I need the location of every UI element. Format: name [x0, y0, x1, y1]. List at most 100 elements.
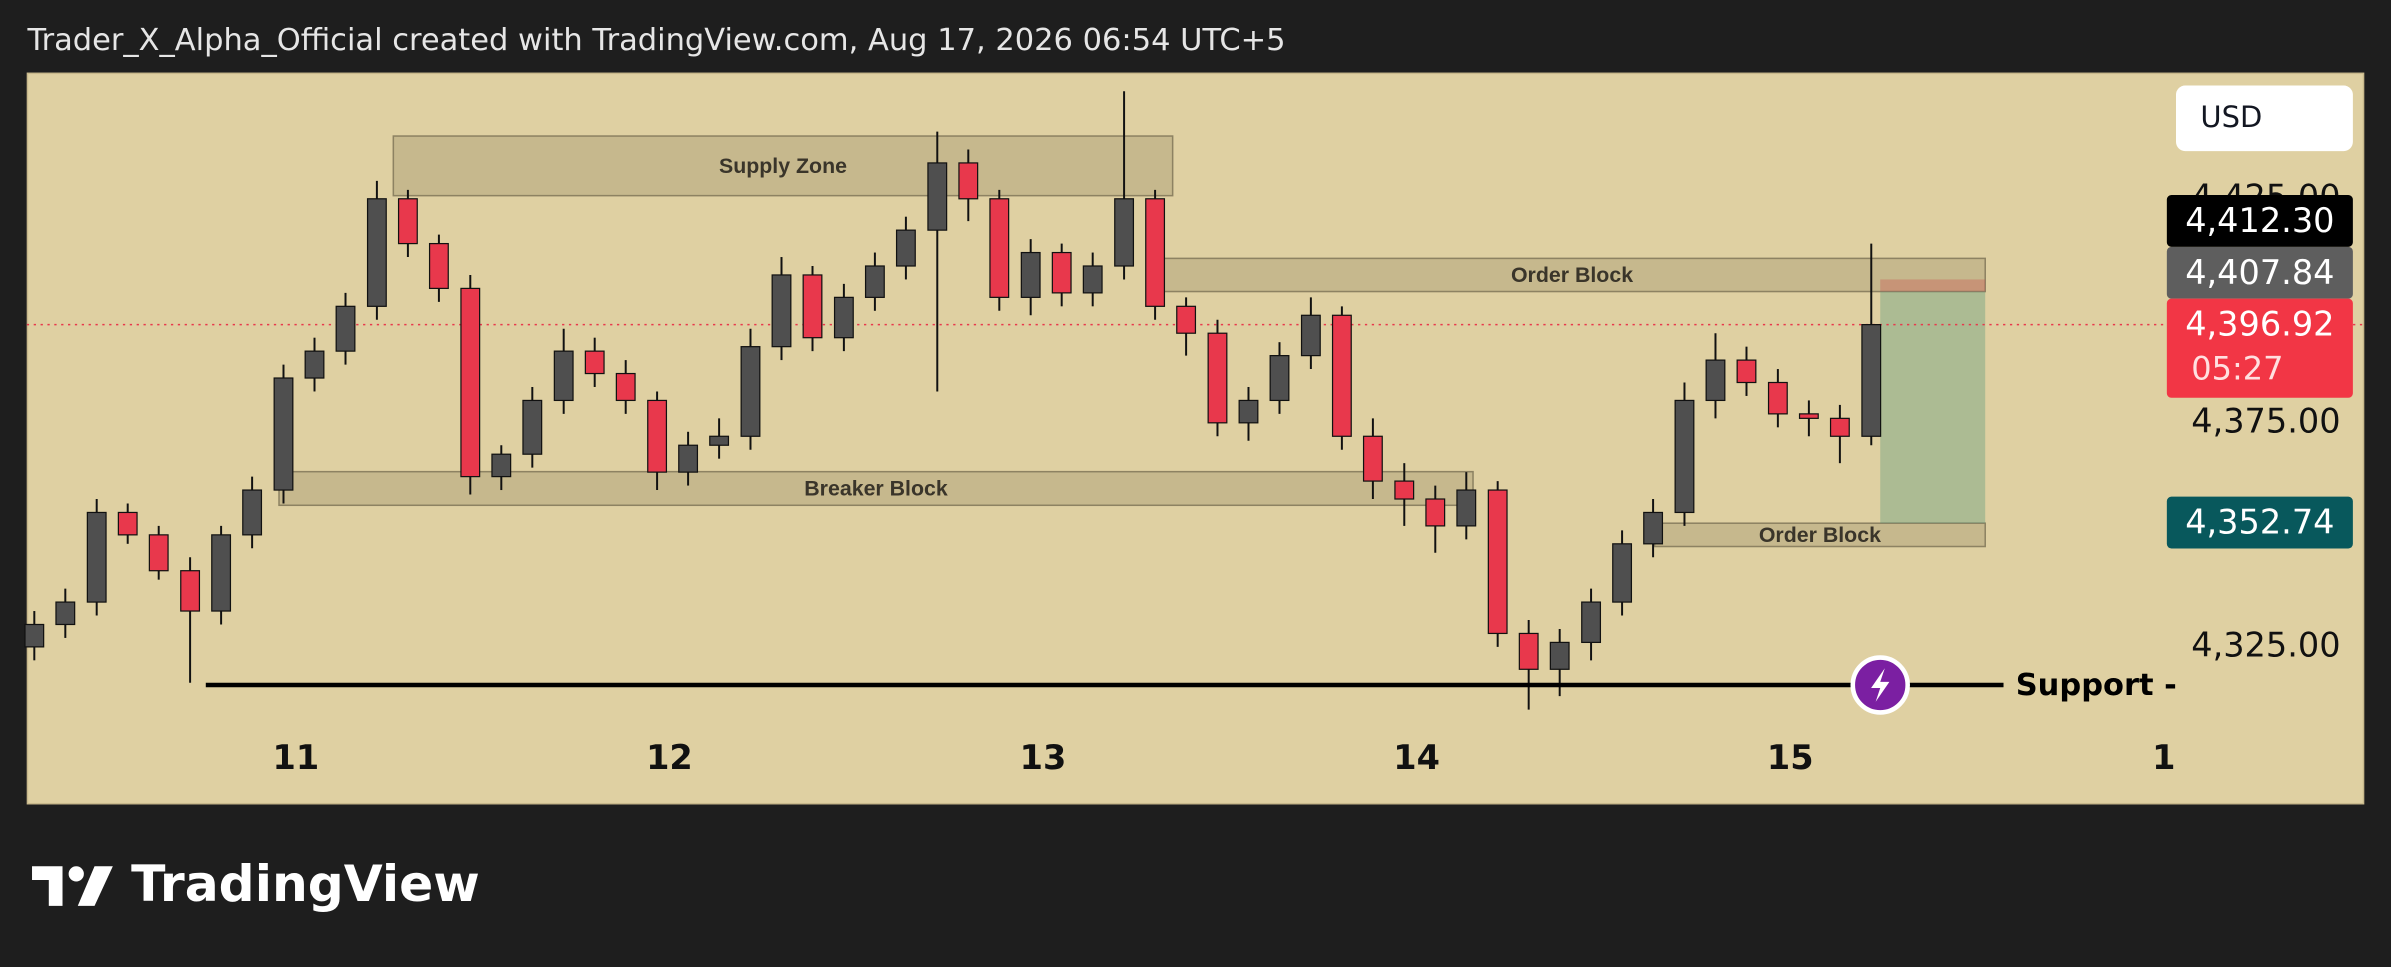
x-tick-label: 12 — [646, 738, 693, 777]
candle-body — [1549, 641, 1570, 670]
x-tick-label: 1 — [2152, 738, 2175, 777]
candle-body — [1300, 314, 1321, 357]
header-text: Trader_X_Alpha_Official created with Tra… — [26, 23, 1285, 58]
candle-body — [833, 296, 854, 339]
candle-body — [1425, 498, 1446, 527]
candle-body — [1394, 480, 1415, 500]
candle-body — [1767, 381, 1788, 415]
candle-body — [1643, 511, 1664, 545]
plot-layer: Supply Zone Order Block Breaker Block Order… — [24, 91, 2364, 777]
usd-button-bg[interactable] — [2175, 85, 2353, 152]
price-tag-label: 4,352.74 — [2185, 503, 2334, 542]
logo-dot — [68, 866, 84, 882]
zone-label: Order Block — [1759, 523, 1881, 547]
candle-body — [553, 350, 574, 402]
candle-body — [335, 305, 356, 352]
candle-body — [1736, 359, 1757, 384]
candle-body — [180, 570, 201, 612]
candle-body — [1674, 399, 1695, 514]
position-target — [1880, 291, 1986, 524]
candle-body — [1581, 601, 1602, 644]
candle-body — [584, 350, 605, 375]
price-tag — [2166, 246, 2353, 299]
candle-body — [1331, 314, 1352, 437]
price-tag — [2166, 298, 2353, 398]
candle-body — [366, 198, 387, 307]
candle-body — [1705, 359, 1726, 402]
candle-body — [1269, 355, 1290, 402]
y-tick-label: 4,325.00 — [2191, 625, 2340, 664]
candle-body — [709, 435, 730, 446]
candle-body — [1207, 332, 1228, 424]
candle-body — [1861, 323, 1882, 437]
candle-body — [1518, 632, 1539, 670]
candle-body — [1238, 399, 1259, 424]
candle-body — [148, 534, 169, 572]
candle-body — [304, 350, 325, 379]
price-tag-label: 4,407.84 — [2185, 253, 2334, 292]
price-tag — [2166, 496, 2353, 549]
zone-label: Breaker Block — [804, 477, 948, 501]
price-tag — [2166, 194, 2353, 247]
x-tick-label: 11 — [272, 738, 319, 777]
y-tick-label: 4,375.00 — [2191, 401, 2340, 440]
countdown: 05:27 — [2191, 349, 2283, 387]
candle-body — [242, 489, 263, 536]
zone-label: Order Block — [1511, 263, 1633, 287]
logo-t — [32, 866, 63, 906]
usd-button-label[interactable]: USD — [2200, 100, 2262, 134]
candle-body — [1487, 489, 1508, 635]
candle-body — [864, 265, 885, 298]
candle-body — [397, 198, 418, 245]
brand-logo: TradingView — [32, 854, 480, 913]
candle-body — [55, 601, 76, 626]
candle-body — [1362, 435, 1383, 482]
x-tick-label: 15 — [1767, 738, 1814, 777]
candle-body — [1829, 417, 1850, 437]
candle-body — [117, 511, 138, 536]
candle-body — [895, 229, 916, 267]
position-stop — [1880, 279, 1986, 292]
candle-body — [1051, 251, 1072, 294]
price-tag-label: 4,396.92 — [2185, 305, 2334, 344]
candle-body — [273, 377, 294, 491]
candle-body — [802, 274, 823, 339]
candle-body — [1114, 198, 1135, 267]
candle-body — [989, 198, 1010, 298]
candle-body — [522, 399, 543, 455]
candle-body — [428, 242, 449, 290]
zone — [1158, 257, 1986, 293]
brand-name: TradingView — [131, 854, 480, 913]
candle-body — [678, 444, 699, 473]
price-tag-label: 4,412.30 — [2185, 201, 2334, 240]
candle-body — [1798, 413, 1819, 419]
candle-body — [460, 287, 481, 478]
candle-body — [1082, 265, 1103, 294]
zone — [278, 470, 1474, 507]
x-tick-label: 13 — [1020, 738, 1067, 777]
x-tick-label: 14 — [1393, 738, 1440, 777]
candle-body — [1145, 198, 1166, 307]
alert-bolt — [1871, 668, 1890, 702]
zone — [392, 135, 1174, 197]
candle-body — [1456, 489, 1477, 527]
candle-body — [740, 346, 761, 437]
candle-body — [958, 162, 979, 200]
support-label: Support - — [2016, 668, 2177, 703]
candle-body — [1612, 543, 1633, 603]
candle-body — [927, 162, 948, 231]
candle-body — [615, 372, 636, 402]
usd-button[interactable]: USD — [2175, 85, 2353, 152]
logo-slash — [77, 866, 113, 906]
zone-label: Supply Zone — [719, 154, 847, 178]
candle-body — [771, 274, 792, 348]
candle-body — [211, 534, 232, 612]
candle-body — [24, 623, 45, 648]
candle-body — [1020, 251, 1041, 298]
candle-body — [647, 399, 668, 473]
candle-body — [86, 511, 107, 603]
candle-body — [1176, 305, 1197, 334]
candle-body — [491, 453, 512, 478]
